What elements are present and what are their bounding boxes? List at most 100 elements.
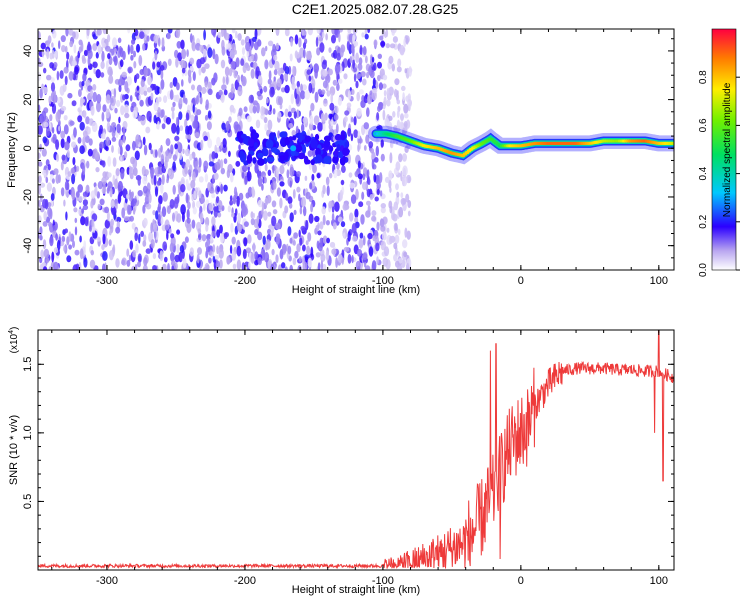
noise-blob	[193, 190, 197, 200]
noise-blob	[53, 61, 58, 68]
noise-blob	[402, 165, 408, 176]
noise-blob	[326, 90, 331, 97]
noise-blob	[58, 40, 61, 50]
noise-blob	[49, 114, 53, 122]
noise-blob	[99, 124, 103, 134]
noise-blob	[38, 71, 42, 81]
noise-blob	[401, 175, 408, 187]
noise-blob	[317, 230, 322, 236]
noise-blob	[185, 192, 189, 204]
noise-blob	[192, 71, 196, 82]
snr-y-scale-base: (x10	[9, 333, 20, 353]
noise-blob	[331, 206, 335, 213]
noise-blob	[366, 188, 371, 198]
noise-blob	[404, 113, 409, 119]
noise-blob	[350, 116, 354, 123]
noise-blob	[302, 244, 306, 252]
noise-blob	[257, 231, 263, 241]
noise-blob	[266, 97, 269, 104]
noise-blob	[277, 67, 282, 77]
noise-blob	[160, 79, 165, 90]
noise-blob	[296, 109, 300, 119]
noise-blob	[130, 54, 134, 61]
noise-blob	[190, 114, 195, 122]
noise-blob	[264, 59, 269, 70]
noise-blob	[121, 71, 127, 78]
noise-blob	[330, 92, 334, 104]
noise-blob	[56, 239, 61, 251]
noise-blob	[171, 260, 176, 267]
noise-blob	[42, 198, 48, 209]
noise-blob	[301, 123, 305, 133]
noise-blob	[284, 205, 289, 214]
noise-blob	[320, 89, 326, 95]
noise-blob	[403, 38, 407, 48]
noise-blob	[375, 242, 380, 252]
noise-blob	[271, 200, 277, 208]
noise-blob	[265, 241, 268, 251]
noise-blob	[111, 122, 117, 128]
noise-blob	[63, 115, 68, 121]
noise-blob	[142, 43, 146, 51]
noise-blob	[276, 187, 281, 197]
noise-blob	[182, 148, 185, 155]
noise-blob	[316, 29, 321, 34]
noise-blob	[178, 97, 183, 105]
noise-blob	[366, 200, 371, 206]
noise-blob	[123, 216, 129, 222]
noise-blob	[160, 183, 164, 194]
noise-blob	[87, 148, 93, 157]
noise-blob	[362, 46, 367, 56]
noise-blob	[326, 185, 330, 197]
noise-blob	[174, 254, 180, 263]
noise-blob	[361, 253, 368, 261]
noise-blob	[189, 33, 193, 43]
noise-blob	[120, 105, 125, 116]
cluster-blob	[340, 134, 346, 141]
noise-blob	[174, 135, 180, 142]
noise-blob	[82, 72, 87, 82]
noise-blob	[77, 115, 83, 123]
cluster-blob	[270, 147, 278, 153]
noise-blob	[198, 157, 202, 168]
noise-blob	[235, 160, 241, 167]
noise-blob	[135, 134, 141, 145]
noise-blob	[346, 40, 350, 51]
cluster-blob	[253, 142, 258, 150]
noise-blob	[394, 88, 398, 98]
noise-blob	[329, 86, 336, 96]
noise-blob	[220, 167, 225, 175]
noise-blob	[279, 165, 285, 175]
noise-blob	[96, 236, 101, 242]
noise-blob	[246, 51, 250, 58]
noise-blob	[55, 139, 60, 151]
noise-blob	[162, 192, 168, 202]
spectrogram-frame	[37, 28, 675, 271]
noise-blob	[321, 206, 327, 215]
noise-blob	[38, 30, 41, 40]
noise-blob	[50, 82, 56, 92]
noise-blob	[140, 230, 145, 237]
noise-blob	[356, 73, 361, 80]
noise-blob	[352, 34, 355, 44]
noise-blob	[112, 157, 117, 168]
noise-blob	[405, 37, 409, 45]
noise-blob	[99, 198, 105, 206]
colorbar-tick-label: 0.8	[698, 70, 709, 84]
noise-blob	[238, 223, 242, 233]
noise-blob	[137, 115, 142, 122]
noise-blob	[250, 218, 255, 226]
noise-blob	[282, 62, 287, 71]
noise-blob	[394, 78, 400, 86]
noise-blob	[116, 99, 121, 108]
noise-blob	[364, 29, 368, 36]
noise-blob	[357, 130, 361, 139]
noise-blob	[313, 115, 320, 125]
noise-blob	[294, 34, 299, 45]
noise-blob	[65, 211, 68, 221]
snr-y-scale-label: (x104)	[8, 327, 20, 354]
x-tick-label: -100	[372, 575, 394, 587]
noise-blob	[356, 249, 363, 257]
cluster-blob	[334, 140, 342, 146]
noise-blob	[147, 76, 153, 86]
